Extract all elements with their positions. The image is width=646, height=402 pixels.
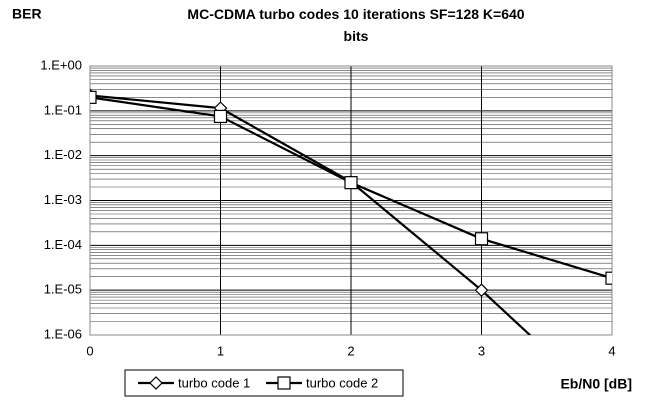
- y-tick-label: 1.E-02: [44, 147, 82, 162]
- x-tick-label: 3: [478, 343, 485, 358]
- marker: [474, 283, 489, 298]
- marker: [344, 176, 358, 190]
- chart-title: MC-CDMA turbo codes 10 iterations SF=128…: [187, 6, 524, 44]
- plot-border: [89, 65, 613, 336]
- x-tick-label: 2: [347, 343, 354, 358]
- marker: [213, 109, 228, 124]
- y-tick-label: 1.E-05: [44, 282, 82, 297]
- plot-layer: [90, 88, 612, 335]
- marker: [474, 232, 489, 246]
- y-tick-label: 1.E-01: [44, 102, 82, 117]
- marker: [605, 271, 612, 285]
- x-tick-label: 1: [217, 343, 224, 358]
- y-tick-label: 1.E-03: [44, 192, 82, 207]
- y-tick-label: 1.E-04: [44, 237, 82, 252]
- legend-label: turbo code 1: [178, 375, 250, 390]
- x-axis-label: Eb/N0 [dB]: [560, 376, 632, 392]
- y-axis-label: BER: [12, 6, 42, 22]
- marker: [90, 90, 97, 104]
- y-tick-label: 1.E+00: [40, 57, 82, 72]
- x-tick-label: 0: [86, 343, 93, 358]
- marker: [149, 376, 163, 390]
- legend-label: turbo code 2: [306, 375, 378, 390]
- x-tick-label: 4: [608, 343, 615, 358]
- y-tick-label: 1.E-06: [44, 326, 82, 341]
- marker: [277, 376, 291, 390]
